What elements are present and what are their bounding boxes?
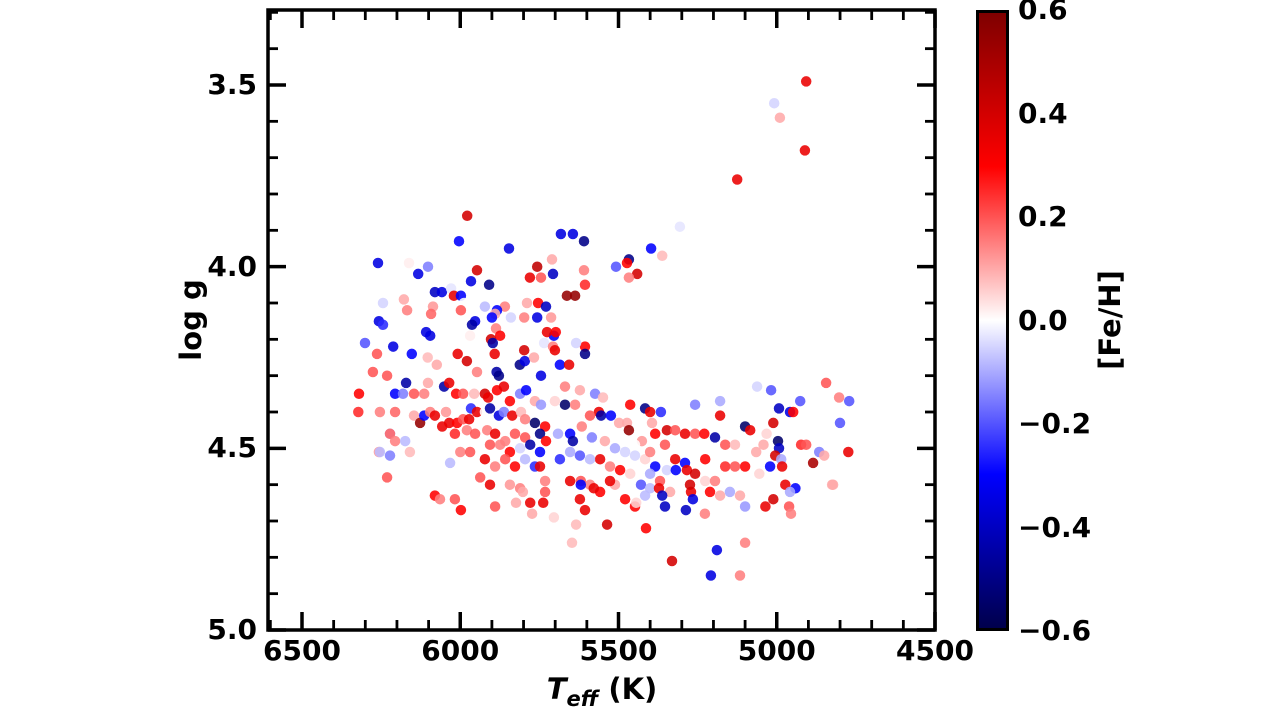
x-axis-label: Teff (K) [402, 672, 802, 711]
colorbar-tick-label: 0.2 [1018, 200, 1068, 233]
y-axis-label: log g [174, 279, 208, 361]
colorbar-tick-label: 0.4 [1018, 96, 1068, 130]
x-tick-label: 4500 [896, 634, 974, 667]
x-tick-label: 6000 [421, 634, 500, 667]
colorbar-tick-label: 0.6 [1018, 0, 1068, 26]
y-tick-label: 3.5 [207, 68, 257, 101]
colorbar-tick-label: 0.0 [1018, 303, 1068, 337]
xlabel-subscript: eff [566, 686, 599, 711]
y-tick-label: 5.0 [207, 612, 257, 646]
xlabel-symbol: T [546, 672, 567, 706]
y-tick-label: 4.5 [207, 431, 257, 465]
colorbar-gradient [976, 10, 1009, 631]
x-tick-label: 5500 [579, 634, 658, 667]
colorbar-tick-label: −0.2 [1018, 407, 1092, 440]
y-tick-label: 4.0 [207, 249, 257, 283]
x-tick-label: 6500 [263, 634, 341, 667]
colorbar-tick-label: −0.4 [1018, 510, 1092, 544]
xlabel-unit: (K) [608, 672, 658, 706]
x-tick-label: 5000 [737, 634, 816, 667]
colorbar-tick-label: −0.6 [1018, 614, 1092, 647]
